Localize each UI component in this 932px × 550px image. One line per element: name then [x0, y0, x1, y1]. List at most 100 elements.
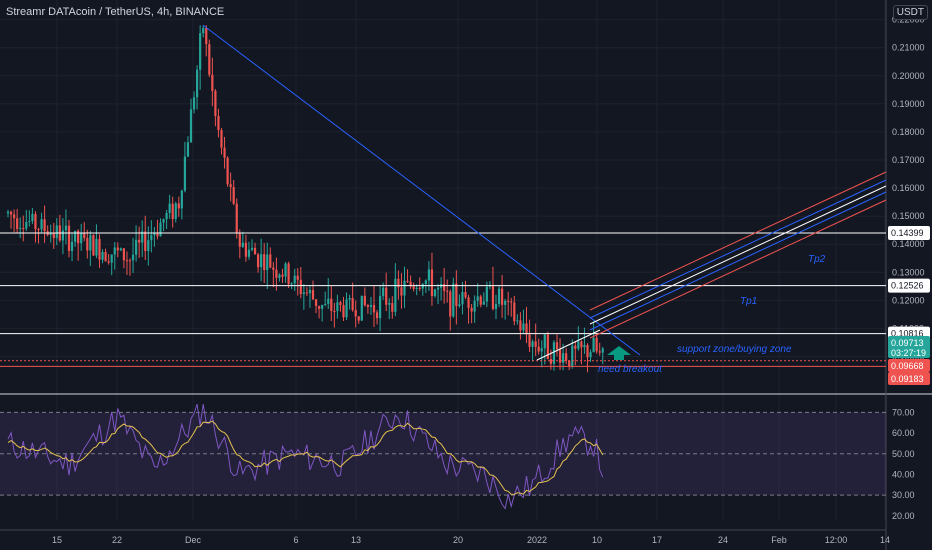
candle	[504, 298, 507, 320]
candle	[101, 249, 104, 264]
candle	[235, 198, 238, 239]
candle	[180, 189, 183, 220]
candle	[308, 285, 312, 308]
candle	[372, 285, 376, 327]
candle	[552, 340, 556, 371]
candle	[205, 25, 208, 57]
candle	[247, 241, 251, 260]
candle	[165, 209, 168, 230]
candle-body	[220, 130, 223, 148]
candle	[299, 266, 302, 299]
candle	[339, 300, 342, 312]
candle-body	[235, 203, 238, 234]
candle	[214, 88, 217, 127]
candle	[470, 304, 473, 324]
y-tick-label: 0.21000	[892, 43, 925, 53]
x-tick-label: 14	[880, 535, 890, 545]
candle	[400, 273, 403, 309]
candle-body	[497, 288, 501, 304]
candle	[479, 294, 482, 308]
candle-body	[52, 232, 55, 239]
candle	[418, 277, 421, 292]
candle-body	[287, 263, 290, 284]
candle-body	[543, 334, 546, 349]
arrow-up-icon-stem	[614, 354, 624, 360]
candle-body	[415, 287, 418, 289]
price-badge-3-label: 0.09183	[891, 374, 924, 384]
candle-body	[49, 232, 52, 236]
candle-body	[577, 341, 580, 349]
x-tick-label: 12:00	[825, 535, 848, 545]
candle	[275, 257, 278, 291]
candle	[379, 286, 382, 332]
candle-body	[485, 286, 488, 302]
candle-body	[168, 203, 171, 214]
candle	[388, 298, 391, 320]
candle-body	[601, 348, 604, 353]
candle-body	[327, 298, 330, 304]
candle	[25, 209, 28, 231]
candle	[83, 222, 86, 242]
candle	[513, 295, 516, 326]
candle	[476, 283, 479, 307]
candle-body	[98, 238, 101, 260]
candle-body	[375, 312, 379, 319]
candle-body	[208, 44, 211, 75]
candle-body	[13, 214, 16, 219]
candle-body	[257, 254, 260, 268]
y-tick-label: 0.20000	[892, 71, 925, 81]
candle	[122, 248, 125, 269]
candle-body	[147, 240, 150, 252]
candle	[244, 234, 247, 262]
x-tick-label: 17	[652, 535, 662, 545]
candle-body	[333, 310, 336, 312]
candle-body	[513, 302, 516, 322]
candle	[366, 303, 369, 314]
level-badge-label: 0.14399	[891, 228, 924, 238]
candle-body	[528, 334, 531, 347]
candle	[266, 242, 269, 289]
candle	[482, 292, 485, 305]
candle	[284, 261, 287, 283]
level-badge	[888, 226, 930, 241]
candle	[455, 270, 458, 325]
candle	[223, 136, 226, 169]
candle-body	[25, 221, 28, 229]
level-badge	[888, 278, 930, 293]
candle	[397, 270, 400, 300]
currency-label[interactable]: USDT	[892, 5, 928, 20]
candle	[202, 25, 205, 38]
candle	[314, 299, 318, 314]
candle-body	[89, 235, 92, 251]
candle-body	[592, 337, 595, 353]
candle	[516, 314, 519, 325]
x-tick-label: 20	[453, 535, 463, 545]
candle	[433, 288, 437, 298]
candle	[412, 282, 415, 292]
candle	[601, 346, 604, 365]
candle-body	[394, 278, 397, 312]
trend-line	[202, 24, 641, 356]
y-tick-label: 0.14000	[892, 239, 925, 249]
candle-body	[83, 233, 86, 238]
candle-body	[199, 33, 202, 70]
rsi-tick-label: 30.00	[892, 490, 915, 500]
candle	[598, 342, 601, 356]
rsi-tick-label: 20.00	[892, 511, 915, 521]
candle-body	[77, 230, 80, 244]
candle-body	[107, 261, 110, 263]
candle	[510, 297, 513, 317]
candle-body	[104, 252, 107, 262]
candle	[369, 296, 373, 315]
candle	[345, 292, 348, 321]
candle-body	[92, 235, 95, 256]
candle-body	[562, 353, 565, 363]
candle-body	[336, 302, 339, 311]
candle	[253, 242, 257, 255]
candle	[138, 226, 141, 258]
candle	[116, 242, 119, 258]
candle	[40, 212, 43, 233]
candle-body	[421, 284, 424, 289]
candle	[52, 222, 55, 249]
